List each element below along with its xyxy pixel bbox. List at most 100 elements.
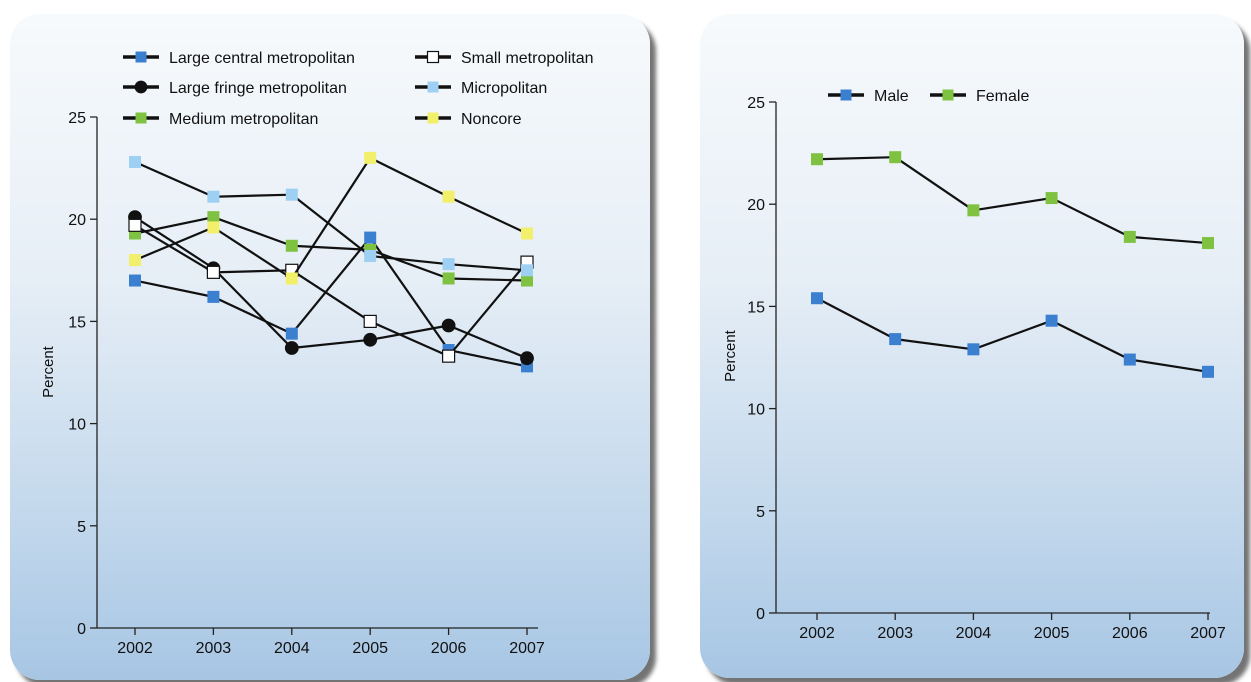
x-tick-label: 2003 <box>196 640 232 657</box>
series-micropolitan <box>129 155 533 277</box>
series-line-noncore <box>134 156 528 280</box>
data-point-noncore <box>207 221 220 234</box>
legend-swatch-marker <box>135 112 147 124</box>
legend-swatch-marker <box>942 89 954 101</box>
data-point-large-fringe-metropolitan <box>520 351 534 366</box>
series-noncore <box>129 151 533 285</box>
legend-item-micropolitan: Micropolitan <box>415 80 547 97</box>
y-tick-label: 10 <box>747 402 765 419</box>
series-large-fringe-metropolitan <box>128 210 534 366</box>
x-tick-label: 2002 <box>799 625 835 642</box>
y-tick-label: 5 <box>77 519 86 536</box>
data-point-noncore <box>521 227 533 240</box>
legend-label: Medium metropolitan <box>169 111 318 128</box>
series-line-medium-metropolitan <box>134 216 528 282</box>
series-line-micropolitan <box>134 160 528 272</box>
data-point-large-central-metropolitan <box>207 290 220 303</box>
series-small-metropolitan <box>128 218 534 363</box>
data-point-micropolitan <box>207 190 220 203</box>
series-line-female <box>816 156 1209 245</box>
y-tick-label: 0 <box>756 606 765 623</box>
data-point-female <box>967 204 980 217</box>
legend-item-medium-metropolitan: Medium metropolitan <box>123 111 318 128</box>
x-tick-label: 2005 <box>1034 625 1070 642</box>
data-point-large-central-metropolitan <box>364 231 377 244</box>
legend-swatch-marker <box>840 89 852 101</box>
legend-swatch-marker <box>135 51 147 63</box>
x-tick-label: 2003 <box>877 625 913 642</box>
data-point-female <box>1202 237 1214 250</box>
data-point-medium-metropolitan <box>442 272 455 285</box>
y-tick-label: 25 <box>68 110 86 127</box>
legend-label: Noncore <box>461 111 522 128</box>
series-line-male <box>816 297 1209 373</box>
data-point-female <box>1123 230 1136 243</box>
x-tick-label: 2006 <box>1112 625 1148 642</box>
legend-label: Micropolitan <box>461 80 547 97</box>
data-point-large-fringe-metropolitan <box>284 341 299 355</box>
data-point-large-central-metropolitan <box>285 327 298 340</box>
y-tick-label: 0 <box>77 621 86 638</box>
legend-label: Male <box>874 88 909 105</box>
data-point-micropolitan <box>364 249 377 262</box>
data-point-small-metropolitan <box>206 265 220 279</box>
data-point-noncore <box>285 272 298 285</box>
data-point-small-metropolitan <box>363 314 377 328</box>
x-tick-label: 2002 <box>117 640 153 657</box>
legend-label: Large central metropolitan <box>169 50 355 67</box>
legend-label: Small metropolitan <box>461 50 594 67</box>
x-tick-label: 2007 <box>509 640 545 657</box>
x-tick-label: 2005 <box>352 640 388 657</box>
axes: 0 5 10 15 20 25 2002 2003 2004 2005 2006 2007 Percen… <box>722 95 1226 642</box>
legend: Large central metropolitan Large fringe m… <box>123 50 594 128</box>
series-line-large-fringe-metropolitan <box>134 216 528 360</box>
y-tick-label: 25 <box>747 95 765 112</box>
legend-swatch-marker <box>134 80 148 94</box>
line-chart-geography: 0 5 10 15 20 25 2002 2003 2004 2005 2006 2007 Percen… <box>40 50 594 657</box>
series-female <box>811 151 1214 250</box>
data-point-large-central-metropolitan <box>129 274 141 287</box>
series-line-small-metropolitan <box>134 224 528 358</box>
data-point-noncore <box>129 254 141 267</box>
legend-swatch-marker <box>427 112 439 124</box>
y-tick-label: 20 <box>747 197 765 214</box>
legend-item-male: Male <box>828 88 909 105</box>
chart-panel-geography: 0 5 10 15 20 25 2002 2003 2004 2005 2006 2007 Percen… <box>10 14 650 680</box>
x-tick-label: 2004 <box>274 640 310 657</box>
series-medium-metropolitan <box>129 211 533 287</box>
y-tick-label: 20 <box>68 212 86 229</box>
axes: 0 5 10 15 20 25 2002 2003 2004 2005 2006 2007 Percen… <box>40 110 545 657</box>
data-point-male <box>889 333 902 346</box>
data-point-noncore <box>364 151 377 164</box>
data-point-small-metropolitan <box>442 349 456 363</box>
data-point-large-fringe-metropolitan <box>441 318 456 333</box>
legend-item-large-central-metropolitan: Large central metropolitan <box>123 50 355 67</box>
legend-label: Large fringe metropolitan <box>169 80 347 97</box>
y-axis-title: Percent <box>40 345 57 398</box>
y-tick-label: 15 <box>747 299 765 316</box>
data-point-male <box>1202 365 1214 378</box>
data-point-male <box>1123 353 1136 366</box>
data-point-micropolitan <box>285 188 298 201</box>
data-point-male <box>811 292 823 305</box>
legend-item-female: Female <box>930 88 1029 105</box>
y-tick-label: 15 <box>68 314 86 331</box>
legend-label: Female <box>976 88 1029 105</box>
data-point-large-fringe-metropolitan <box>363 332 378 347</box>
data-point-medium-metropolitan <box>285 239 298 252</box>
data-point-male <box>967 343 980 356</box>
data-point-female <box>889 151 902 164</box>
legend-item-small-metropolitan: Small metropolitan <box>415 50 594 67</box>
data-point-medium-metropolitan <box>207 211 220 224</box>
series-line-large-central-metropolitan <box>134 236 528 368</box>
data-point-male <box>1045 314 1058 327</box>
data-point-female <box>811 153 823 166</box>
data-point-medium-metropolitan <box>521 274 533 287</box>
data-point-small-metropolitan <box>128 218 142 232</box>
legend-item-large-fringe-metropolitan: Large fringe metropolitan <box>123 80 347 97</box>
legend-swatch-marker <box>426 50 440 64</box>
x-tick-label: 2004 <box>956 625 992 642</box>
legend-swatch-marker <box>427 81 439 93</box>
legend-item-noncore: Noncore <box>415 111 522 128</box>
y-axis-title: Percent <box>722 329 739 382</box>
